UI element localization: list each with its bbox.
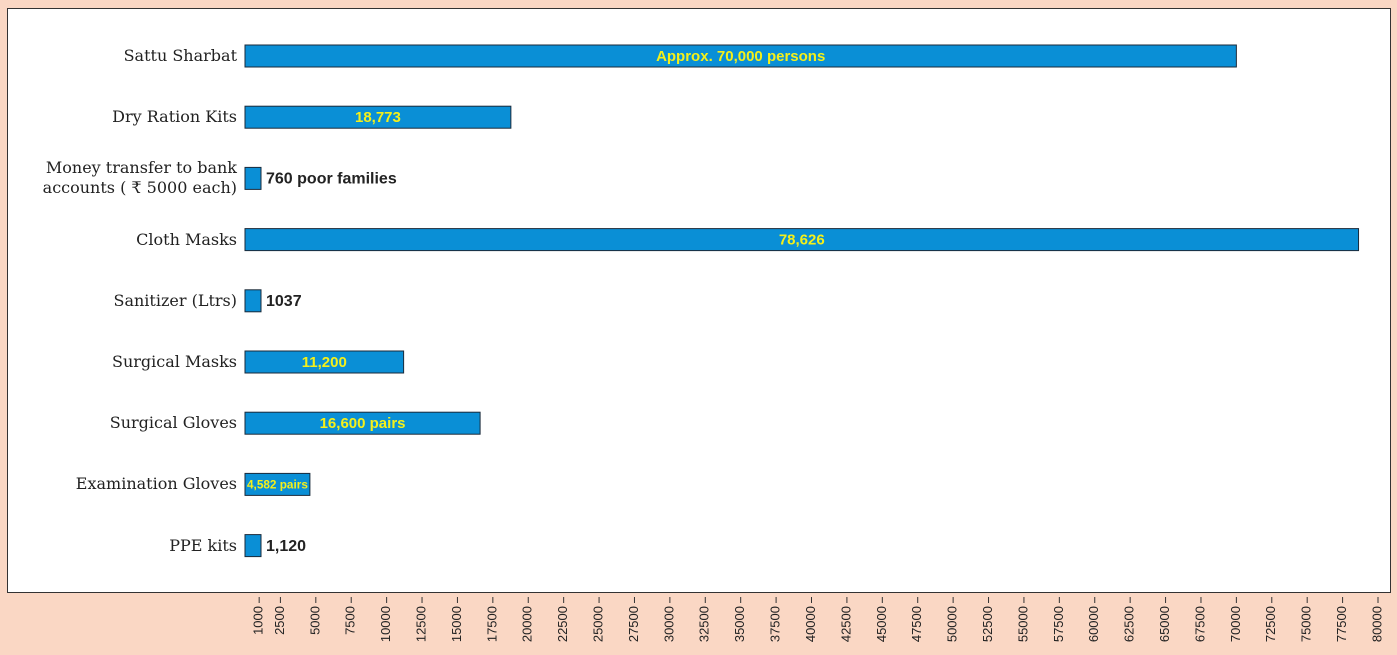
category-label: Examination Gloves xyxy=(75,474,237,494)
x-tick-label: 52500 xyxy=(980,606,995,642)
x-tick-label: 45000 xyxy=(874,606,889,642)
category-label: PPE kits xyxy=(169,535,237,555)
x-tick-label: 62500 xyxy=(1122,606,1137,642)
x-tick-label: 27500 xyxy=(626,606,641,642)
data-label: 16,600 pairs xyxy=(320,415,406,432)
x-tick-label: 7500 xyxy=(343,606,358,635)
data-label: 1,120 xyxy=(266,538,306,555)
x-tick-label: 25000 xyxy=(591,606,606,642)
x-tick-label: 65000 xyxy=(1157,606,1172,642)
data-label: 760 poor families xyxy=(266,171,397,188)
bar xyxy=(244,411,481,435)
x-tick-label: 80000 xyxy=(1369,606,1384,642)
data-label: 4,582 pairs xyxy=(247,478,308,492)
bar xyxy=(244,105,512,129)
x-tick-label: 72500 xyxy=(1263,606,1278,642)
x-tick-label: 2500 xyxy=(272,606,287,635)
bar xyxy=(244,350,405,374)
category-label: Cloth Masks xyxy=(136,229,237,249)
x-tick-label: 15000 xyxy=(449,606,464,642)
x-tick-label: 5000 xyxy=(307,606,322,635)
bar xyxy=(244,472,311,496)
category-label: Sattu Sharbat xyxy=(123,46,237,65)
x-tick-label: 75000 xyxy=(1299,606,1314,642)
x-tick-label: 47500 xyxy=(909,606,924,642)
data-label: 11,200 xyxy=(302,354,347,371)
category-label: Dry Ration Kits xyxy=(112,107,237,127)
x-tick-label: 40000 xyxy=(803,606,818,642)
x-tick-label: 12500 xyxy=(413,606,428,642)
x-tick-label: 10000 xyxy=(378,606,393,642)
category-label: Surgical Gloves xyxy=(109,413,237,433)
x-tick-label: 17500 xyxy=(484,606,499,642)
x-tick-label: 1000 xyxy=(251,606,266,635)
x-tick-label: 22500 xyxy=(555,606,570,642)
x-tick-label: 55000 xyxy=(1015,606,1030,642)
bar xyxy=(244,44,1237,68)
x-tick-label: 30000 xyxy=(661,606,676,642)
data-label: 1037 xyxy=(266,293,302,310)
category-label: Sanitizer (Ltrs) xyxy=(113,290,238,310)
bar xyxy=(244,534,262,558)
x-tick-label: 77500 xyxy=(1334,606,1349,642)
x-tick-label: 35000 xyxy=(732,606,747,642)
x-tick-label: 67500 xyxy=(1192,606,1207,642)
bar xyxy=(244,166,262,190)
plot-area xyxy=(7,8,1391,593)
x-tick-label: 32500 xyxy=(697,606,712,642)
x-tick-label: 42500 xyxy=(838,606,853,642)
category-label: Surgical Masks xyxy=(111,352,237,371)
x-tick-label: 37500 xyxy=(768,606,783,642)
x-tick-label: 70000 xyxy=(1228,606,1243,642)
bar xyxy=(244,289,262,313)
x-tick-label: 57500 xyxy=(1051,606,1066,642)
category-label: Money transfer to bank accounts ( ₹ 5000… xyxy=(42,158,237,198)
data-label: 18,773 xyxy=(355,109,401,126)
data-label: 78,626 xyxy=(779,232,825,249)
x-tick-label: 50000 xyxy=(945,606,960,642)
x-tick-label: 60000 xyxy=(1086,606,1101,642)
x-tick-label: 20000 xyxy=(520,606,535,642)
data-label: Approx. 70,000 persons xyxy=(656,48,825,65)
bar xyxy=(244,228,1360,252)
